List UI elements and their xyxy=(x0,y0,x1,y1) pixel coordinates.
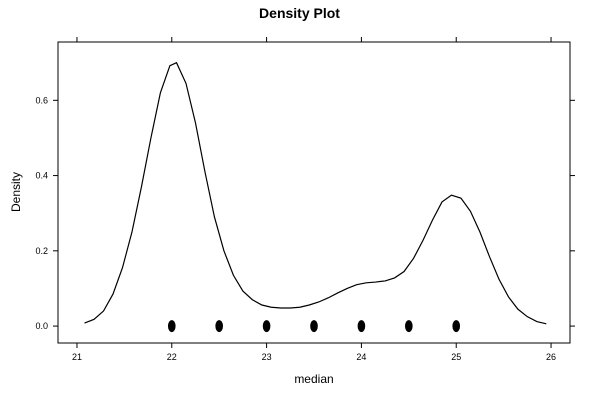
rug-point-22 xyxy=(167,320,176,333)
x-tick-label-21: 21 xyxy=(72,352,82,362)
y-tick-label-0.0: 0.0 xyxy=(35,321,48,331)
x-tick-label-25: 25 xyxy=(451,352,461,362)
y-tick-label-0.6: 0.6 xyxy=(35,95,48,105)
x-tick-label-26: 26 xyxy=(546,352,556,362)
x-axis: 21 22 23 24 25 26 xyxy=(72,37,556,362)
x-axis-label: median xyxy=(294,372,333,386)
y-tick-label-0.2: 0.2 xyxy=(35,246,48,256)
rug-point-23.5 xyxy=(310,320,318,333)
rug-point-24.5 xyxy=(405,320,413,333)
x-tick-label-24: 24 xyxy=(356,352,366,362)
x-tick-label-23: 23 xyxy=(262,352,272,362)
x-tick-label-22: 22 xyxy=(167,352,177,362)
y-axis: 0.0 0.2 0.4 0.6 xyxy=(35,95,575,331)
density-line xyxy=(84,61,547,325)
plot-frame xyxy=(57,41,571,344)
rug-point-23 xyxy=(262,320,271,333)
rug-point-25 xyxy=(452,320,461,333)
y-tick-label-0.4: 0.4 xyxy=(35,171,48,181)
rug-point-24 xyxy=(357,320,366,333)
y-axis-label: Density xyxy=(9,172,23,212)
chart-title: Density Plot xyxy=(259,5,340,21)
series-layer xyxy=(84,61,547,333)
rug-point-22.5 xyxy=(215,320,223,333)
